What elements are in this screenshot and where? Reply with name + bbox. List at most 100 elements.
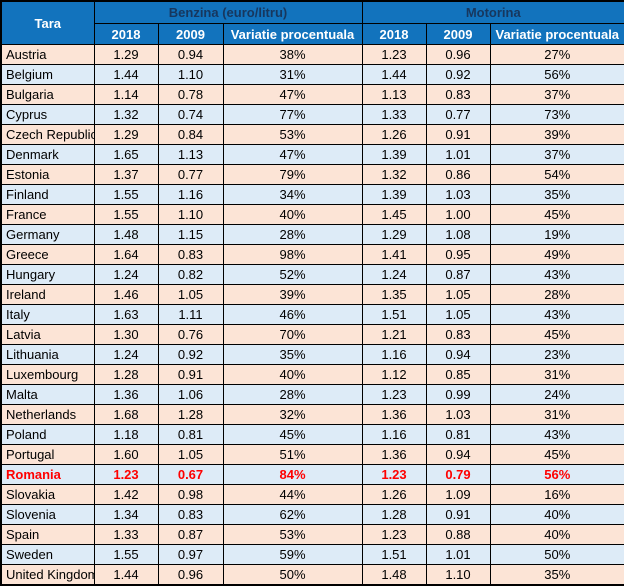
country-cell: Luxembourg — [0, 364, 95, 385]
value-cell: 1.13 — [361, 84, 427, 105]
country-cell: Greece — [0, 244, 95, 265]
table-row: Luxembourg 1.28 0.91 40% 1.12 0.85 31% — [0, 364, 624, 385]
value-cell: 44% — [222, 484, 363, 505]
value-cell: 0.67 — [157, 464, 224, 485]
value-cell: 1.36 — [361, 404, 427, 425]
value-cell: 0.83 — [157, 504, 224, 525]
value-cell: 1.48 — [93, 224, 159, 245]
country-cell: Italy — [0, 304, 95, 325]
value-cell: 0.83 — [425, 84, 491, 105]
value-cell: 45% — [222, 424, 363, 445]
value-cell: 1.26 — [361, 484, 427, 505]
value-cell: 1.09 — [425, 484, 491, 505]
value-cell: 0.84 — [157, 124, 224, 145]
country-cell: Belgium — [0, 64, 95, 85]
value-cell: 1.23 — [361, 44, 427, 65]
header-row-groups: Tara Benzina (euro/litru) Motorina — [0, 0, 624, 45]
table-row: Cyprus 1.32 0.74 77% 1.33 0.77 73% — [0, 104, 624, 125]
value-cell: 1.05 — [157, 444, 224, 465]
table-row: Slovenia 1.34 0.83 62% 1.28 0.91 40% — [0, 504, 624, 525]
value-cell: 19% — [489, 224, 624, 245]
value-cell: 59% — [222, 544, 363, 565]
country-cell: Poland — [0, 424, 95, 445]
value-cell: 1.23 — [361, 464, 427, 485]
value-cell: 0.94 — [157, 44, 224, 65]
table-row: Bulgaria 1.14 0.78 47% 1.13 0.83 37% — [0, 84, 624, 105]
table-row: Estonia 1.37 0.77 79% 1.32 0.86 54% — [0, 164, 624, 185]
value-cell: 32% — [222, 404, 363, 425]
country-cell: Slovenia — [0, 504, 95, 525]
value-cell: 0.77 — [425, 104, 491, 125]
value-cell: 1.29 — [93, 124, 159, 145]
value-cell: 31% — [489, 404, 624, 425]
table-row: Slovakia 1.42 0.98 44% 1.26 1.09 16% — [0, 484, 624, 505]
value-cell: 0.77 — [157, 164, 224, 185]
value-cell: 1.48 — [361, 564, 427, 585]
value-cell: 1.65 — [93, 144, 159, 165]
value-cell: 1.12 — [361, 364, 427, 385]
value-cell: 40% — [489, 504, 624, 525]
country-cell: Estonia — [0, 164, 95, 185]
value-cell: 1.30 — [93, 324, 159, 345]
value-cell: 0.79 — [425, 464, 491, 485]
value-cell: 56% — [489, 464, 624, 485]
value-cell: 1.01 — [425, 144, 491, 165]
value-cell: 38% — [222, 44, 363, 65]
country-cell: Germany — [0, 224, 95, 245]
country-cell: Sweden — [0, 544, 95, 565]
value-cell: 16% — [489, 484, 624, 505]
value-cell: 1.41 — [361, 244, 427, 265]
value-cell: 1.14 — [93, 84, 159, 105]
table-row: Romania 1.23 0.67 84% 1.23 0.79 56% — [0, 464, 624, 485]
value-cell: 1.32 — [93, 104, 159, 125]
value-cell: 43% — [489, 264, 624, 285]
value-cell: 31% — [222, 64, 363, 85]
table-row: Finland 1.55 1.16 34% 1.39 1.03 35% — [0, 184, 624, 205]
country-cell: Cyprus — [0, 104, 95, 125]
table-row: Netherlands 1.68 1.28 32% 1.36 1.03 31% — [0, 404, 624, 425]
value-cell: 1.55 — [93, 544, 159, 565]
value-cell: 1.18 — [93, 424, 159, 445]
table-row: Austria 1.29 0.94 38% 1.23 0.96 27% — [0, 44, 624, 65]
value-cell: 1.32 — [361, 164, 427, 185]
value-cell: 47% — [222, 144, 363, 165]
value-cell: 43% — [489, 424, 624, 445]
value-cell: 1.23 — [93, 464, 159, 485]
country-cell: United Kingdom — [0, 564, 95, 585]
value-cell: 0.95 — [425, 244, 491, 265]
value-cell: 0.91 — [425, 124, 491, 145]
value-cell: 45% — [489, 204, 624, 225]
country-cell: Portugal — [0, 444, 95, 465]
value-cell: 1.64 — [93, 244, 159, 265]
value-cell: 0.99 — [425, 384, 491, 405]
value-cell: 1.44 — [93, 564, 159, 585]
value-cell: 1.16 — [157, 184, 224, 205]
table-row: Sweden 1.55 0.97 59% 1.51 1.01 50% — [0, 544, 624, 565]
country-cell: Hungary — [0, 264, 95, 285]
table-row: United Kingdom 1.44 0.96 50% 1.48 1.10 3… — [0, 564, 624, 585]
value-cell: 47% — [222, 84, 363, 105]
table-row: Italy 1.63 1.11 46% 1.51 1.05 43% — [0, 304, 624, 325]
value-cell: 1.44 — [361, 64, 427, 85]
value-cell: 50% — [222, 564, 363, 585]
value-cell: 43% — [489, 304, 624, 325]
col-header-motorina-variatie: Variatie procentuala — [489, 23, 624, 45]
value-cell: 1.51 — [361, 544, 427, 565]
col-header-benzina-2018: 2018 — [93, 23, 159, 45]
value-cell: 1.05 — [425, 304, 491, 325]
value-cell: 1.35 — [361, 284, 427, 305]
value-cell: 1.33 — [93, 524, 159, 545]
table-row: Denmark 1.65 1.13 47% 1.39 1.01 37% — [0, 144, 624, 165]
value-cell: 1.29 — [361, 224, 427, 245]
country-cell: Malta — [0, 384, 95, 405]
country-cell: Czech Republic — [0, 124, 95, 145]
country-cell: Austria — [0, 44, 95, 65]
country-cell: Bulgaria — [0, 84, 95, 105]
value-cell: 1.03 — [425, 184, 491, 205]
value-cell: 1.28 — [361, 504, 427, 525]
value-cell: 45% — [489, 444, 624, 465]
value-cell: 46% — [222, 304, 363, 325]
country-cell: Lithuania — [0, 344, 95, 365]
value-cell: 1.39 — [361, 184, 427, 205]
value-cell: 1.44 — [93, 64, 159, 85]
